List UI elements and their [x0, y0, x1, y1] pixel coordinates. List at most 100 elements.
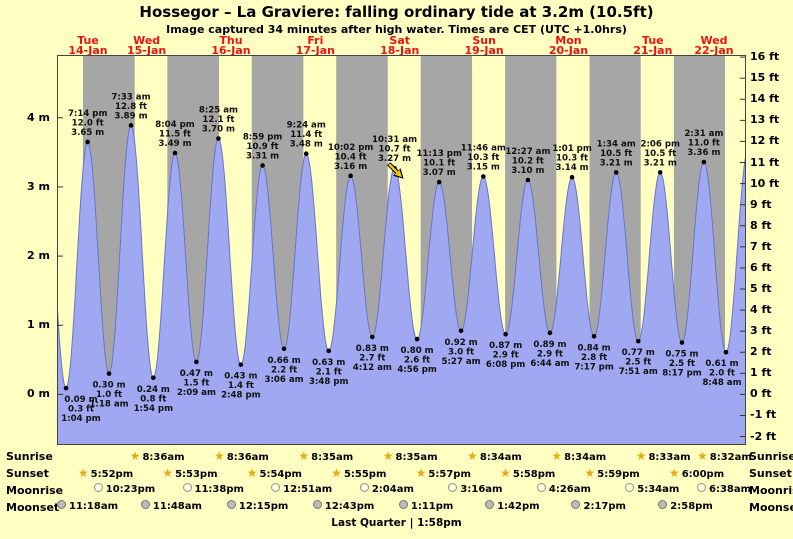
- moonset-row-label: Moonset: [749, 501, 793, 514]
- moonrise-entry: 2:04am: [359, 483, 414, 495]
- sun-star-icon: ★: [668, 466, 680, 480]
- sunset-row-label: Sunset: [749, 467, 792, 480]
- sun-star-icon: ★: [162, 466, 174, 480]
- high-tide-point: [128, 123, 134, 128]
- moonset-entry: 1:42pm: [485, 500, 540, 512]
- low-tide-label: 0.63 m 2.1 ft 3:48 pm: [309, 358, 349, 387]
- low-tide-label: 0.75 m 2.5 ft 8:17 pm: [662, 350, 702, 379]
- feet-tick-label: 9 ft: [750, 197, 772, 211]
- sunrise-entry: ★ 8:35am: [383, 449, 438, 463]
- low-tide-label: 0.66 m 2.2 ft 3:06 am: [265, 356, 304, 385]
- moonrise-entry: 10:23pm: [93, 483, 156, 495]
- low-tide-label: 0.84 m 2.8 ft 7:17 pm: [574, 343, 614, 372]
- sun-star-icon: ★: [246, 466, 258, 480]
- moonset-entry: 11:18am: [57, 500, 118, 512]
- feet-tick-label: 8 ft: [750, 218, 772, 232]
- moonrise-moon-icon: [359, 483, 369, 492]
- moonrise-entry: 11:38pm: [182, 483, 244, 495]
- low-tide-point: [281, 346, 287, 352]
- moonset-moon-icon: [658, 500, 668, 509]
- high-tide-point: [303, 151, 309, 157]
- high-tide-label: 8:04 pm 11.5 ft 3.49 m: [155, 120, 195, 149]
- moonset-entry: 2:17pm: [571, 500, 626, 512]
- moonrise-entry: 6:38am: [697, 483, 751, 495]
- moonset-entry: 2:58pm: [658, 500, 713, 512]
- moonrise-entry: 3:16am: [448, 483, 502, 495]
- sunset-entry: ★ 6:00pm: [669, 466, 724, 480]
- meters-tick-label: 1 m: [27, 318, 50, 332]
- moonset-moon-icon: [57, 500, 66, 509]
- sun-star-icon: ★: [697, 449, 708, 463]
- moonset-entry: 1:11pm: [398, 500, 453, 512]
- high-tide-point: [481, 174, 486, 179]
- high-tide-point: [701, 159, 707, 165]
- high-tide-label: 12:27 am 10.2 ft 3.10 m: [505, 147, 550, 176]
- sunrise-row-label: Sunrise: [749, 450, 793, 463]
- high-tide-label: 8:59 pm 10.9 ft 3.31 m: [243, 132, 283, 161]
- meters-tick-label: 3 m: [27, 179, 50, 193]
- low-tide-point: [194, 359, 199, 365]
- high-tide-label: 2:31 am 11.0 ft 3.36 m: [684, 129, 723, 158]
- moonset-entry: 12:15pm: [226, 500, 289, 512]
- low-tide-point: [679, 340, 685, 345]
- moonrise-moon-icon: [536, 483, 546, 492]
- feet-tick-label: 12 ft: [750, 134, 780, 148]
- feet-tick-label: 3 ft: [750, 324, 772, 338]
- sunrise-entry: ★ 8:35am: [298, 449, 353, 463]
- sunrise-time: 8:36am: [226, 452, 269, 463]
- high-tide-point: [525, 177, 531, 183]
- moonset-row-label: Moonset: [6, 501, 60, 514]
- sunrise-entry: ★ 8:34am: [551, 449, 606, 463]
- moonset-moon-icon: [398, 500, 408, 509]
- high-tide-point: [85, 139, 90, 145]
- feet-tick-label: 2 ft: [750, 345, 772, 359]
- sunset-time: 6:00pm: [681, 469, 725, 480]
- current-time-arrow-icon: [386, 162, 404, 179]
- sun-star-icon: ★: [551, 449, 563, 463]
- high-tide-point: [260, 163, 265, 168]
- moonrise-time: 4:26am: [548, 484, 591, 495]
- sunrise-time: 8:35am: [311, 452, 354, 463]
- sunrise-entry: ★ 8:34am: [467, 449, 522, 463]
- sunset-time: 5:58pm: [512, 469, 556, 480]
- moonrise-row: Moonrise Moonrise 10:23pm 11:38pm 12:51am 2:0…: [0, 483, 793, 499]
- sunset-time: 5:52pm: [90, 469, 134, 480]
- feet-tick-label: 10 ft: [750, 176, 780, 190]
- sunset-entry: ★ 5:59pm: [584, 466, 639, 480]
- sunset-row: Sunset Sunset ★ 5:52pm ★ 5:53pm ★ 5:54pm ★ 5:55pm…: [0, 466, 793, 482]
- moonrise-entry: 12:51am: [271, 483, 332, 495]
- moonset-entry: 12:43pm: [312, 500, 374, 512]
- tide-curve-area: [57, 125, 746, 445]
- meters-tick-label: 2 m: [27, 249, 50, 263]
- high-tide-point: [172, 150, 178, 156]
- sunset-time: 5:57pm: [428, 469, 471, 480]
- sunset-entry: ★ 5:58pm: [500, 466, 555, 480]
- low-tide-label: 0.92 m 3.0 ft 5:27 am: [442, 338, 481, 367]
- moon-phase-label: Last Quarter | 1:58pm: [331, 517, 462, 529]
- feet-tick-label: -1 ft: [750, 408, 777, 422]
- sunset-entry: ★ 5:57pm: [416, 466, 471, 480]
- moonrise-moon-icon: [625, 483, 635, 492]
- sunrise-time: 8:34am: [479, 452, 522, 463]
- sun-star-icon: ★: [415, 466, 427, 480]
- low-tide-label: 0.47 m 1.5 ft 2:09 am: [177, 369, 216, 398]
- sunrise-time: 8:34am: [564, 452, 607, 463]
- moonrise-time: 12:51am: [283, 484, 333, 495]
- moonrise-time: 11:38pm: [194, 484, 244, 495]
- moonrise-time: 10:23pm: [105, 484, 156, 495]
- feet-tick-label: 11 ft: [750, 155, 780, 169]
- moonrise-moon-icon: [93, 483, 103, 492]
- low-tide-label: 0.80 m 2.6 ft 4:56 pm: [397, 346, 437, 375]
- moonrise-row-label: Moonrise: [749, 484, 793, 497]
- moonset-moon-icon: [485, 500, 495, 509]
- moonset-moon-icon: [312, 500, 322, 509]
- moonset-entry: 11:48am: [140, 500, 202, 512]
- sunset-entry: ★ 5:52pm: [78, 466, 133, 480]
- sun-star-icon: ★: [331, 466, 342, 480]
- day-label: Sun 19-Jan: [464, 34, 504, 57]
- moonset-time: 12:15pm: [238, 501, 289, 512]
- high-tide-label: 8:25 am 12.1 ft 3.70 m: [199, 105, 238, 134]
- low-tide-point: [547, 330, 553, 336]
- feet-tick-label: 6 ft: [750, 260, 772, 274]
- sunrise-entry: ★ 8:32am: [697, 449, 752, 463]
